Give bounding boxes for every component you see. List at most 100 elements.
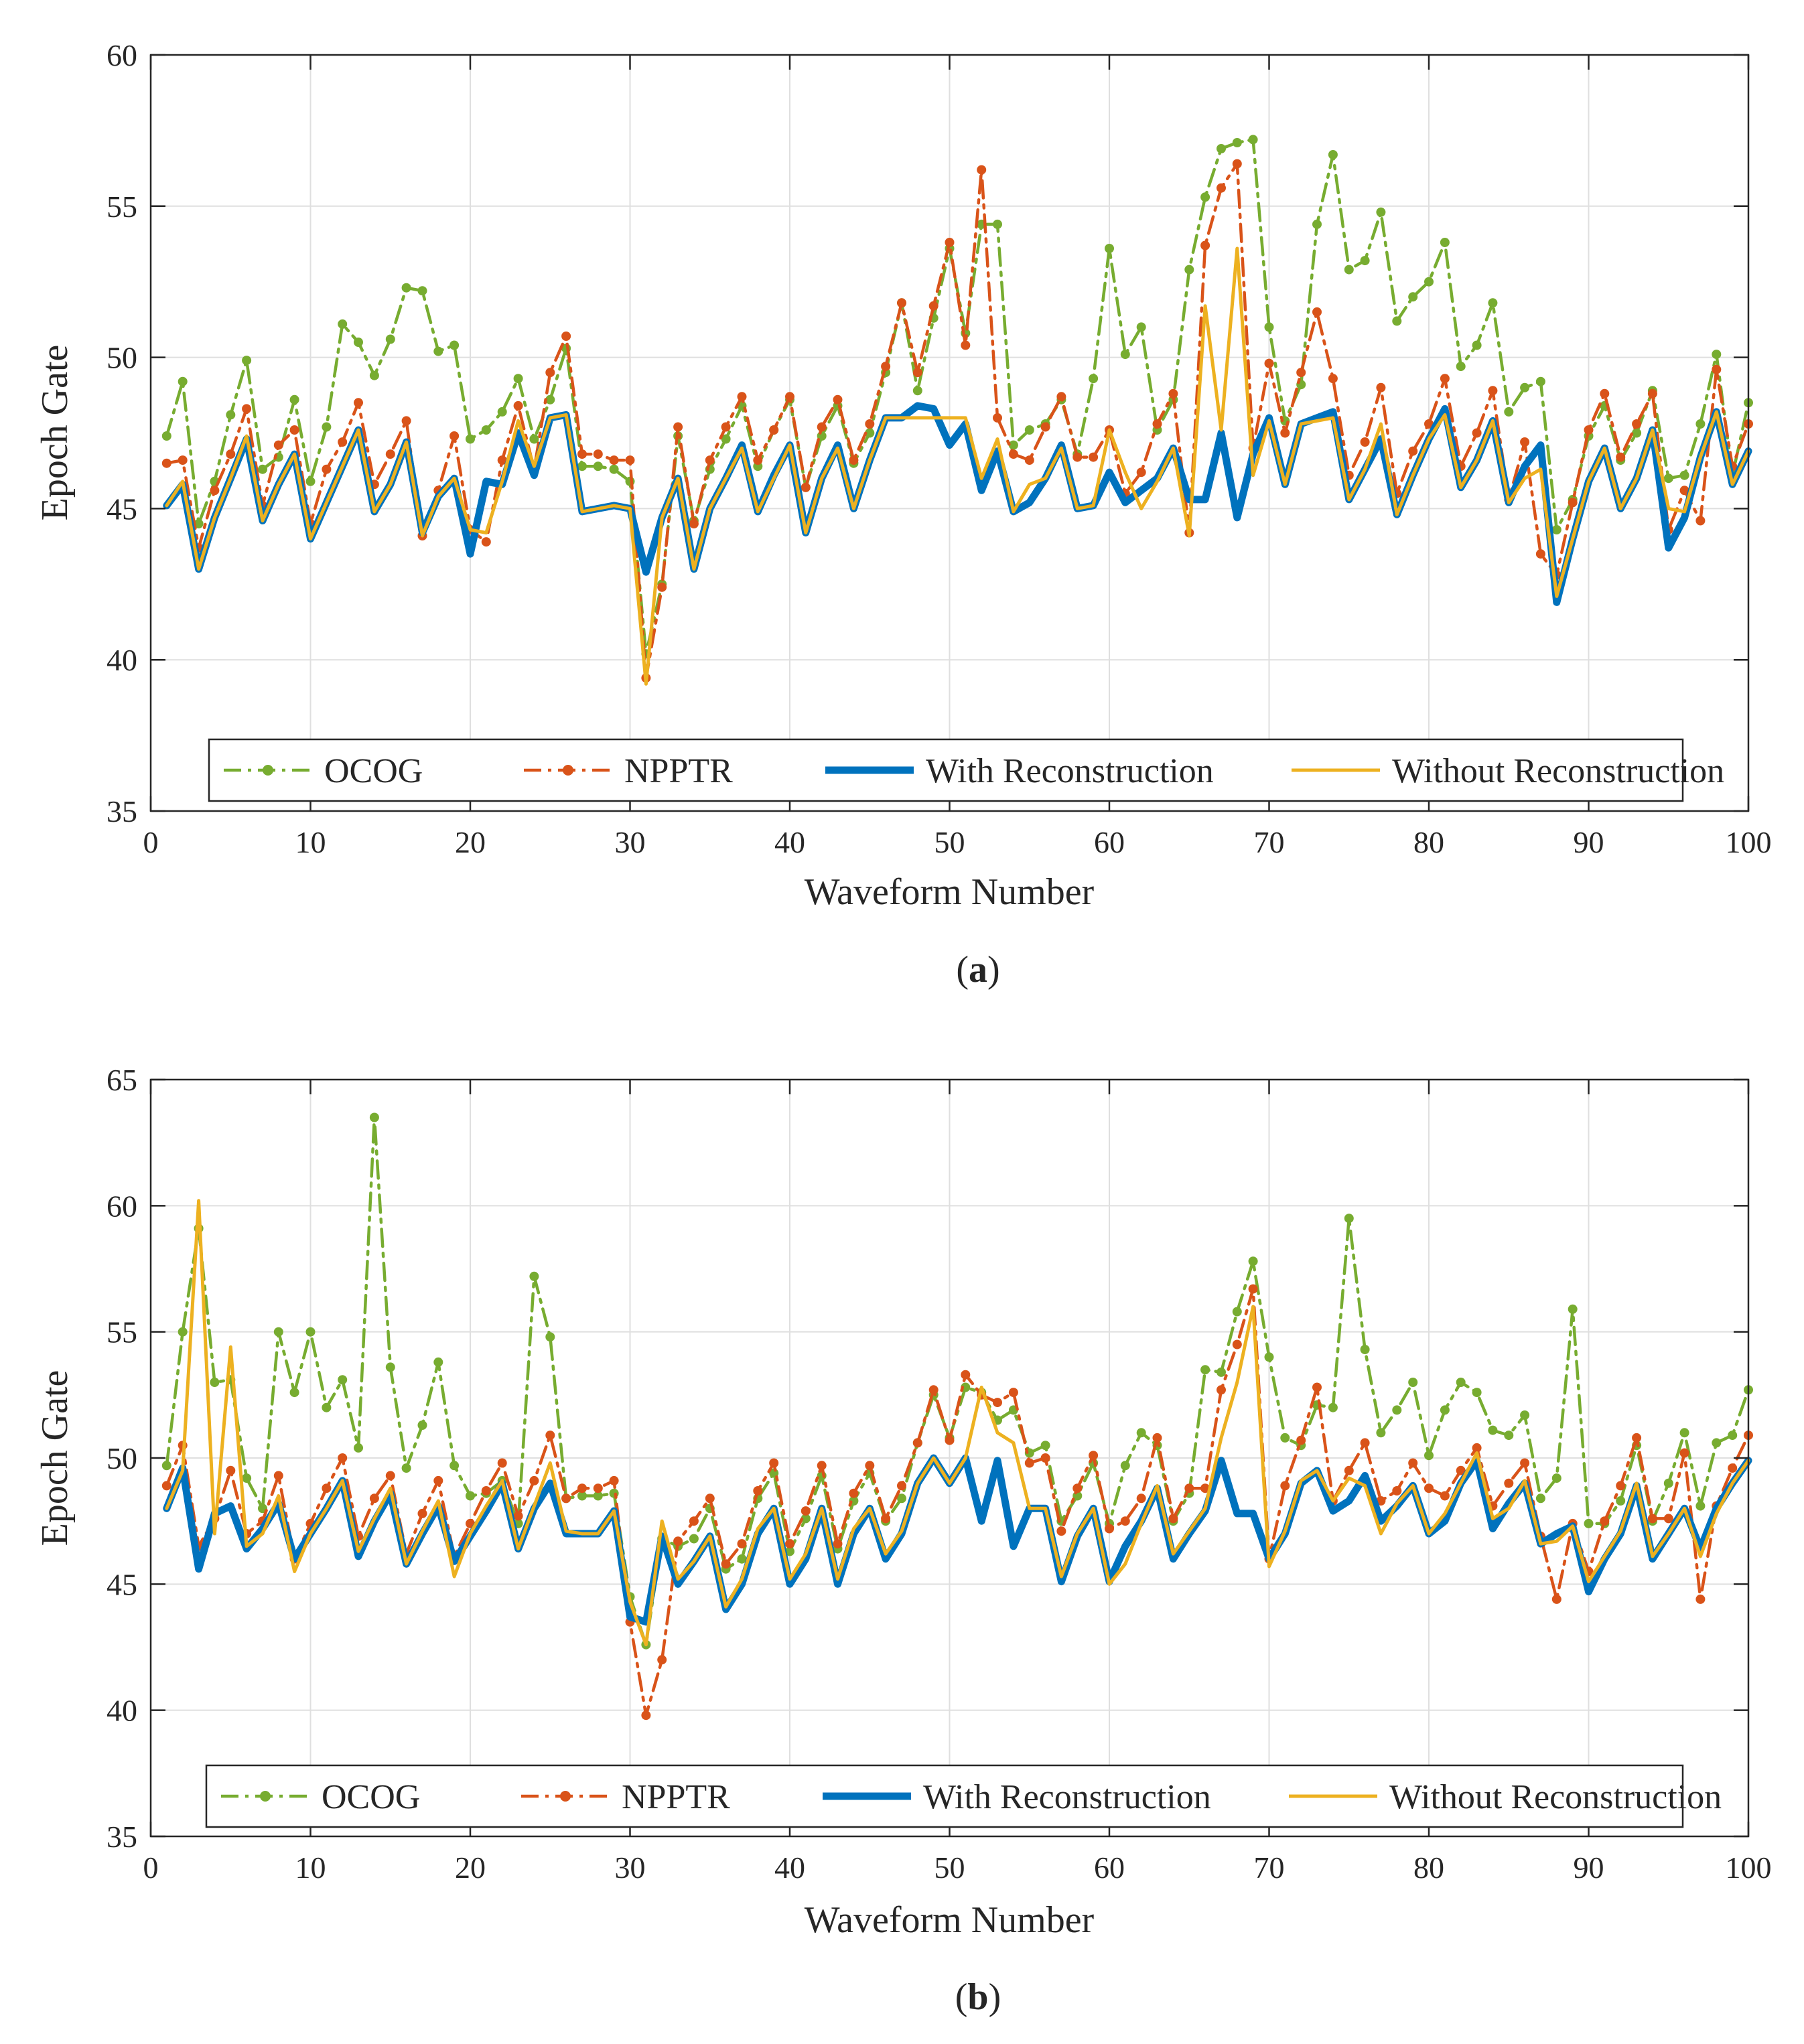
data-point-ocog — [1200, 1365, 1210, 1375]
data-point-ocog — [289, 394, 299, 405]
x-tick-label: 0 — [143, 825, 159, 859]
data-point-npptr — [161, 458, 171, 468]
data-point-npptr — [849, 455, 859, 465]
data-point-npptr — [993, 1398, 1002, 1408]
y-axis-label-a: Epoch Gate — [34, 345, 76, 521]
data-point-npptr — [1040, 422, 1050, 432]
legend-marker — [560, 1791, 571, 1802]
data-point-ocog — [1328, 150, 1338, 159]
x-axis-label-a: Waveform Number — [805, 871, 1095, 913]
ticks-a: 0 10 20 30 40 50 60 70 80 90 100 35 40 45 50 55 60 — [107, 38, 1772, 859]
data-point-ocog — [865, 428, 875, 438]
data-point-npptr — [545, 368, 555, 378]
data-point-ocog — [1136, 322, 1146, 332]
data-point-npptr — [1360, 1438, 1370, 1448]
data-point-npptr — [226, 449, 236, 459]
data-point-ocog — [1024, 425, 1034, 435]
x-tick-label: 20 — [455, 1850, 486, 1885]
data-point-npptr — [385, 1471, 395, 1481]
data-point-npptr — [1280, 428, 1290, 438]
data-point-ocog — [1248, 1256, 1258, 1266]
data-point-npptr — [1200, 240, 1210, 250]
data-point-ocog — [737, 1554, 747, 1564]
data-point-npptr — [1520, 1458, 1530, 1468]
x-tick-label: 0 — [143, 1850, 159, 1885]
data-point-ocog — [993, 219, 1002, 229]
data-point-npptr — [833, 1539, 843, 1549]
data-point-npptr — [1072, 1483, 1083, 1493]
data-point-npptr — [1056, 392, 1066, 402]
data-point-npptr — [481, 1486, 491, 1495]
data-point-npptr — [1296, 368, 1306, 378]
x-tick-label: 90 — [1574, 1850, 1604, 1885]
data-point-ocog — [1120, 1461, 1130, 1471]
x-tick-label: 40 — [774, 825, 805, 859]
y-tick-label: 40 — [107, 1694, 137, 1728]
data-point-npptr — [1616, 452, 1626, 462]
data-point-npptr — [1264, 358, 1274, 368]
data-point-npptr — [865, 1461, 875, 1471]
data-point-ocog — [417, 286, 427, 296]
data-point-ocog — [1504, 407, 1514, 417]
data-point-ocog — [1408, 292, 1418, 302]
x-tick-label: 80 — [1413, 825, 1444, 859]
data-point-ocog — [242, 1473, 252, 1483]
data-point-npptr — [1024, 455, 1034, 465]
data-point-ocog — [449, 1461, 460, 1471]
data-point-ocog — [1728, 1431, 1738, 1441]
data-point-npptr — [897, 1481, 906, 1491]
data-point-npptr — [1695, 1594, 1706, 1604]
data-point-npptr — [1232, 1339, 1242, 1349]
data-point-ocog — [1440, 1405, 1450, 1415]
data-point-ocog — [369, 1112, 379, 1122]
data-point-ocog — [258, 464, 267, 474]
data-point-ocog — [1488, 1425, 1498, 1435]
series-line-ocog — [165, 138, 1750, 656]
ticks-b: 0 10 20 30 40 50 60 70 80 90 100 35 40 45 50 55 60 65 — [107, 1063, 1772, 1885]
data-point-npptr — [673, 422, 683, 432]
data-point-ocog — [1217, 144, 1226, 153]
data-point-npptr — [497, 1458, 507, 1468]
data-point-ocog — [1679, 470, 1689, 480]
data-point-npptr — [1632, 1433, 1642, 1443]
data-point-npptr — [817, 1461, 827, 1471]
data-point-npptr — [769, 1458, 779, 1468]
data-point-ocog — [1264, 322, 1274, 332]
data-point-ocog — [466, 1491, 475, 1501]
data-point-npptr — [1105, 1524, 1114, 1534]
data-point-npptr — [1296, 1435, 1306, 1445]
data-point-npptr — [801, 1506, 811, 1516]
data-point-ocog — [721, 434, 731, 444]
data-point-ocog — [417, 1420, 427, 1430]
data-point-ocog — [1120, 350, 1130, 360]
data-point-npptr — [769, 425, 779, 435]
panel-label-a: (a) — [956, 949, 999, 991]
data-point-npptr — [1344, 1465, 1354, 1475]
data-point-ocog — [1232, 138, 1242, 147]
data-point-ocog — [1264, 1352, 1274, 1362]
data-point-ocog — [354, 338, 363, 347]
data-point-npptr — [1312, 307, 1322, 317]
data-point-npptr — [401, 416, 411, 426]
legend-marker — [260, 1791, 271, 1802]
data-point-npptr — [945, 1435, 955, 1445]
data-point-ocog — [1280, 1433, 1290, 1443]
data-point-npptr — [1217, 1385, 1226, 1395]
data-point-npptr — [577, 449, 587, 459]
data-point-npptr — [1040, 1453, 1050, 1463]
data-point-ocog — [912, 386, 922, 396]
data-point-npptr — [1504, 1478, 1514, 1488]
data-point-ocog — [449, 340, 460, 350]
data-point-npptr — [1072, 452, 1083, 462]
legend-marker — [263, 765, 273, 776]
data-point-npptr — [1008, 449, 1018, 459]
data-point-ocog — [1248, 135, 1258, 145]
data-point-npptr — [513, 400, 523, 411]
data-point-ocog — [338, 319, 348, 329]
series-line-npptr — [165, 1287, 1750, 1717]
data-point-ocog — [385, 1362, 395, 1372]
data-point-npptr — [993, 413, 1002, 423]
data-point-ocog — [593, 1491, 603, 1501]
data-point-npptr — [1440, 1491, 1450, 1501]
data-point-ocog — [178, 376, 188, 386]
